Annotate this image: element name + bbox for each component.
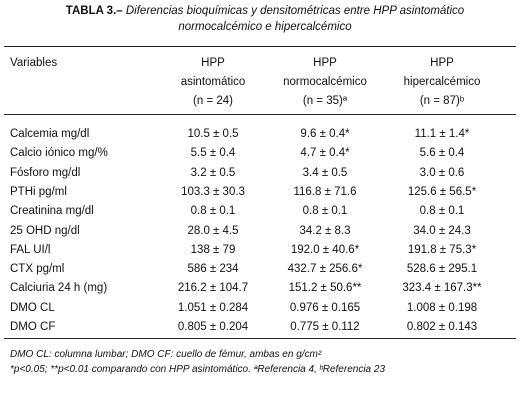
rule [4,338,516,339]
cell: 216.2 ± 104.7 [177,282,249,295]
cell: 3.2 ± 0.5 [190,166,236,179]
cell: 9.6 ± 0.4* [300,128,350,140]
cell: 0.775 ± 0.112 [290,321,360,333]
cell: 0.8 ± 0.1 [419,205,465,218]
cell: 116.8 ± 71.6 [293,185,357,198]
row-label: Calcio iónico mg/% [10,147,108,160]
cell: 3.4 ± 0.5 [302,166,348,179]
cell: 3.0 ± 0.6 [419,166,465,179]
cell: 0.805 ± 0.204 [177,321,249,333]
cell: 10.5 ± 0.5 [187,128,239,140]
row-label: 25 OHD ng/dl [10,224,80,237]
cell: 4.7 ± 0.4* [300,147,350,160]
cell: 0.8 ± 0.1 [190,205,236,218]
footnote: *p<0.05; **p<0.01 comparando con HPP asi… [10,364,386,375]
cell: 586 ± 234 [187,263,239,276]
cell: 432.7 ± 256.6* [287,263,363,276]
cell: 34.2 ± 8.3 [299,224,351,237]
row-label: Creatinina mg/dl [10,205,94,218]
header-cell: (n = 35)ª [302,95,348,107]
header-cell: Variables [10,57,58,69]
footnote: DMO CL: columna lumbar; DMO CF: cuello d… [10,349,322,360]
row-label: FAL UI/l [10,243,51,256]
cell: 5.6 ± 0.4 [419,147,465,160]
cell: 1.051 ± 0.284 [177,301,249,314]
cell: 125.6 ± 56.5* [407,185,477,198]
header-cell: normocalcémico [283,76,367,88]
cell: 11.1 ± 1.4* [414,128,470,140]
header-cell: HPP [201,57,225,69]
title-label: TABLA 3.– [65,5,123,17]
rule [4,46,516,47]
cell: 151.2 ± 50.6** [288,282,362,295]
cell: 34.0 ± 24.3 [413,224,471,237]
header-cell: HPP [313,57,337,69]
cell: 103.3 ± 30.3 [181,185,245,198]
rule [4,114,516,115]
cell: 5.5 ± 0.4 [190,147,236,160]
cell: 138 ± 79 [190,243,236,256]
title-text: normocalcémico e hipercalcémico [178,21,352,33]
header-cell: hipercalcémico [403,76,481,88]
cell: 528.6 ± 295.1 [406,263,478,276]
row-label: CTX pg/ml [10,263,65,276]
cell: 28.0 ± 4.5 [187,224,239,237]
row-label: PTHi pg/ml [10,185,67,198]
cell: 0.802 ± 0.143 [406,321,478,333]
row-label: Fósforo mg/dl [10,166,81,179]
cell: 192.0 ± 40.6* [290,243,360,256]
header-cell: (n = 24) [193,95,233,107]
title-line: TABLA 3.– Diferencias bioquímicas y dens… [66,4,464,18]
row-label: Calciuria 24 h (mg) [10,282,108,295]
cell: 1.008 ± 0.198 [406,301,478,314]
row-label: DMO CL [10,301,55,314]
header-cell: HPP [430,57,454,69]
row-label: DMO CF [10,321,56,333]
cell: 0.976 ± 0.165 [289,301,361,314]
title-text: Diferencias bioquímicas y densitométrica… [125,5,465,17]
header-cell: (n = 87)ᵇ [419,95,465,107]
cell: 191.8 ± 75.3* [407,243,477,256]
row-label: Calcemia mg/dl [10,128,90,140]
cell: 323.4 ± 167.3** [402,282,482,295]
header-cell: asintomático [180,76,246,88]
cell: 0.8 ± 0.1 [302,205,348,218]
